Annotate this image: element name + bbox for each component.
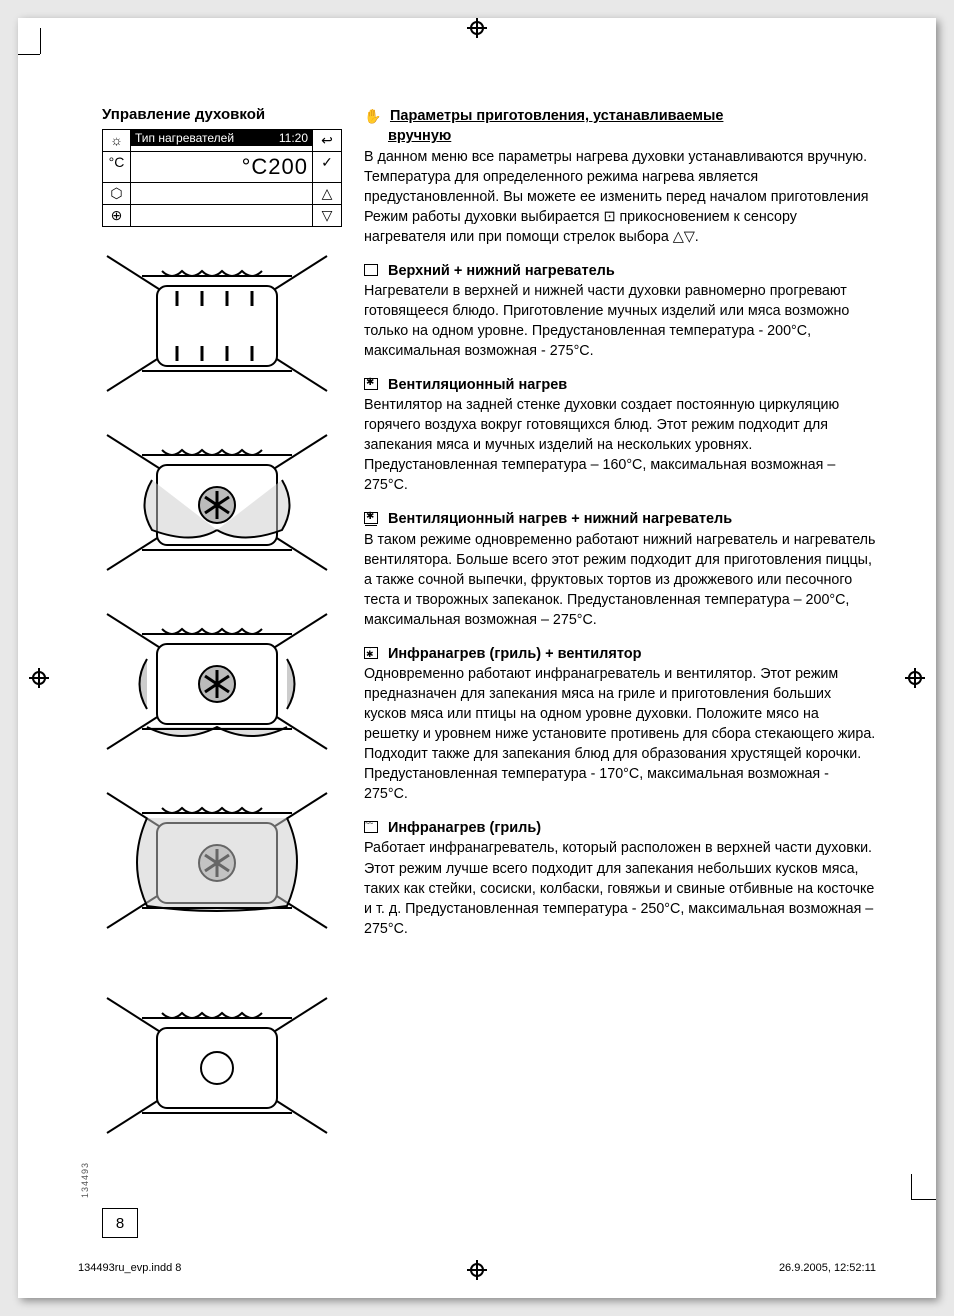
fan-bottom-heat-icon: [364, 512, 378, 524]
left-column: Управление духовкой ☼ Тип нагревателей 1…: [102, 106, 342, 1188]
side-document-id: 134493: [80, 1162, 90, 1198]
display-temp-value: °C200: [131, 152, 313, 182]
fan-heat-icon: [364, 378, 378, 390]
section-5-title: Инфранагрев (гриль): [388, 820, 541, 836]
footer-file: 134493ru_evp.indd 8: [78, 1262, 181, 1274]
top-bottom-heat-icon: [364, 264, 378, 276]
registration-mark-icon: [467, 1260, 487, 1280]
display-icon-clock: ⊕: [103, 205, 131, 226]
display-header-time: 11:20: [279, 131, 308, 145]
right-column: ✋ Параметры приготовления, устанавливаем…: [364, 106, 876, 1188]
section-2: Вентиляционный нагрев Вентилятор на задн…: [364, 375, 876, 495]
section-2-title: Вентиляционный нагрев: [388, 377, 567, 393]
section-3-title: Вентиляционный нагрев + нижний нагревате…: [388, 511, 732, 527]
section-2-body: Вентилятор на задней стенке духовки созд…: [364, 395, 876, 495]
left-column-title: Управление духовкой: [102, 106, 342, 123]
display-icon-down: ▽: [313, 205, 341, 226]
display-header-label: Тип нагревателей: [135, 131, 234, 145]
display-row3-value: [131, 183, 313, 204]
section-5-body: Работает инфранагреватель, который распо…: [364, 838, 876, 938]
content-area: Управление духовкой ☼ Тип нагревателей 1…: [102, 106, 876, 1188]
footer-timestamp: 26.9.2005, 12:52:11: [779, 1262, 876, 1274]
grill-icon: [364, 821, 378, 833]
oven-diagram-2: [102, 420, 332, 585]
display-row4-value: [131, 205, 313, 226]
display-icon-timer: ⬡: [103, 183, 131, 204]
section-3: Вентиляционный нагрев + нижний нагревате…: [364, 509, 876, 629]
crop-mark: [912, 1199, 936, 1200]
section-4-body: Одновременно работают инфранагреватель и…: [364, 664, 876, 804]
grill-fan-icon: [364, 647, 378, 659]
main-heading-block: ✋ Параметры приготовления, устанавливаем…: [364, 106, 876, 247]
oven-diagram-5: [102, 983, 332, 1148]
section-5: Инфранагрев (гриль) Работает инфранагрев…: [364, 818, 876, 938]
registration-mark-icon: [29, 668, 49, 688]
registration-mark-icon: [905, 668, 925, 688]
section-1-title: Верхний + нижний нагреватель: [388, 263, 615, 279]
hand-icon: ✋: [364, 112, 380, 124]
oven-diagram-4: [102, 778, 332, 943]
page-number: 8: [102, 1208, 138, 1238]
section-3-body: В таком режиме одновременно работают ниж…: [364, 530, 876, 630]
section-4-title: Инфранагрев (гриль) + вентилятор: [388, 646, 642, 662]
display-icon-light: ☼: [103, 130, 131, 151]
display-header: Тип нагревателей 11:20: [131, 130, 312, 146]
display-icon-up: △: [313, 183, 341, 204]
display-icon-temp: °C: [103, 152, 131, 182]
oven-display-panel: ☼ Тип нагревателей 11:20 ↩ °C °C200 ✓: [102, 129, 342, 227]
crop-mark: [911, 1174, 912, 1200]
intro-paragraph: В данном меню все параметры нагрева духо…: [364, 147, 876, 247]
display-icon-back: ↩: [313, 130, 341, 151]
section-4: Инфранагрев (гриль) + вентилятор Одновре…: [364, 644, 876, 804]
manual-page: Управление духовкой ☼ Тип нагревателей 1…: [18, 18, 936, 1298]
oven-diagram-3: [102, 599, 332, 764]
section-1: Верхний + нижний нагреватель Нагреватели…: [364, 261, 876, 361]
display-icon-confirm: ✓: [313, 152, 341, 182]
section-1-body: Нагреватели в верхней и нижней части дух…: [364, 281, 876, 361]
crop-mark: [18, 54, 40, 55]
crop-mark: [40, 28, 41, 54]
oven-diagram-1: [102, 241, 332, 406]
main-heading-line2: вручную: [388, 128, 451, 144]
registration-mark-icon: [467, 18, 487, 38]
main-heading-line1: Параметры приготовления, устанавливаемые: [390, 108, 723, 124]
